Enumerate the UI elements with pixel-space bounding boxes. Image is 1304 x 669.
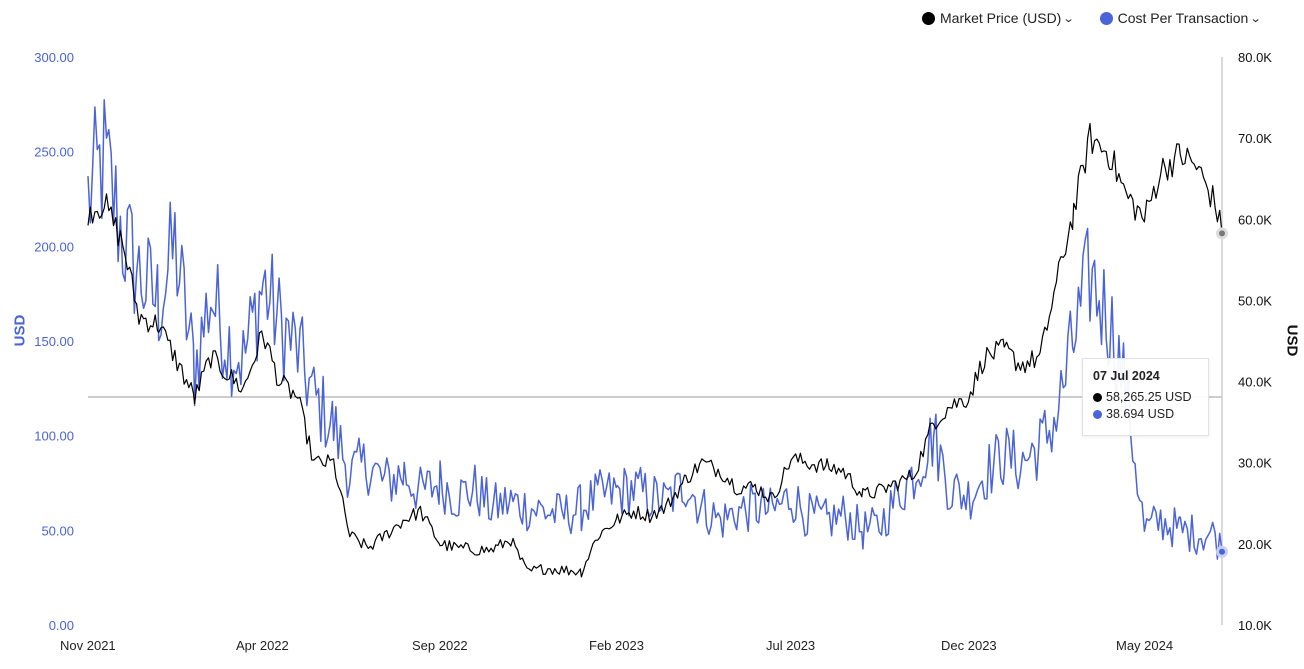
right-tick-label: 50.0K	[1238, 293, 1272, 308]
left-tick-label: 100.00	[34, 429, 74, 444]
market-price-hover-marker	[1216, 227, 1228, 240]
x-tick-label: Apr 2022	[236, 638, 289, 653]
right-tick-label: 70.0K	[1238, 131, 1272, 146]
right-tick-label: 80.0K	[1238, 50, 1272, 65]
left-axis-title: USD	[11, 314, 29, 347]
left-tick-label: 0.00	[49, 618, 74, 633]
legend: Market Price (USD) ⌄ Cost Per Transactio…	[922, 10, 1262, 26]
left-tick-label: 300.00	[34, 50, 74, 65]
cost-dot-icon	[1093, 409, 1102, 419]
tooltip-date: 07 Jul 2024	[1093, 369, 1160, 383]
left-tick-label: 150.00	[34, 334, 74, 349]
right-axis-ticks: 10.0K 20.0K 30.0K 40.0K 50.0K 60.0K 70.0K 80.0K	[1238, 50, 1272, 633]
x-tick-label: Jul 2023	[766, 638, 815, 653]
x-tick-label: Nov 2021	[60, 638, 116, 653]
x-tick-label: Sep 2022	[412, 638, 468, 653]
cost-hover-marker	[1216, 545, 1228, 558]
tooltip-price-row: 58,265.25 USD	[1093, 390, 1198, 404]
market-price-swatch-icon	[922, 11, 935, 25]
hover-tooltip: 07 Jul 2024 58,265.25 USD 38.694 USD	[1082, 358, 1209, 436]
legend-item-market-price[interactable]: Market Price (USD) ⌄	[922, 10, 1075, 26]
x-tick-label: Feb 2023	[589, 638, 644, 653]
tooltip-cost-row: 38.694 USD	[1093, 407, 1198, 421]
left-tick-label: 50.00	[41, 523, 74, 538]
tooltip-cost-value: 38.694 USD	[1106, 407, 1175, 421]
x-tick-label: Dec 2023	[941, 638, 997, 653]
price-dot-icon	[1093, 392, 1102, 402]
legend-item-cost-per-transaction[interactable]: Cost Per Transaction ⌄	[1099, 10, 1262, 26]
right-axis-title: USD	[1283, 324, 1301, 357]
market-price-line	[87, 122, 1223, 578]
legend-market-price-label: Market Price (USD)	[940, 10, 1062, 26]
right-tick-label: 60.0K	[1238, 212, 1272, 227]
chevron-down-icon: ⌄	[1062, 12, 1075, 25]
cost-swatch-icon	[1099, 11, 1113, 25]
x-tick-label: May 2024	[1116, 638, 1173, 653]
chevron-down-icon: ⌄	[1249, 12, 1262, 25]
x-axis-ticks: Nov 2021 Apr 2022 Sep 2022 Feb 2023 Jul 2023…	[60, 638, 1173, 653]
cost-per-transaction-line	[87, 99, 1223, 560]
left-tick-label: 200.00	[34, 239, 74, 254]
right-tick-label: 30.0K	[1238, 456, 1272, 471]
left-axis-ticks: 0.00 50.00 100.00 150.00 200.00 250.00 300.00	[34, 50, 74, 633]
legend-cost-label: Cost Per Transaction	[1117, 10, 1249, 26]
tooltip-price-value: 58,265.25 USD	[1106, 390, 1192, 404]
left-tick-label: 250.00	[34, 145, 74, 160]
right-tick-label: 40.0K	[1238, 375, 1272, 390]
right-tick-label: 20.0K	[1238, 537, 1272, 552]
right-tick-label: 10.0K	[1238, 618, 1272, 633]
